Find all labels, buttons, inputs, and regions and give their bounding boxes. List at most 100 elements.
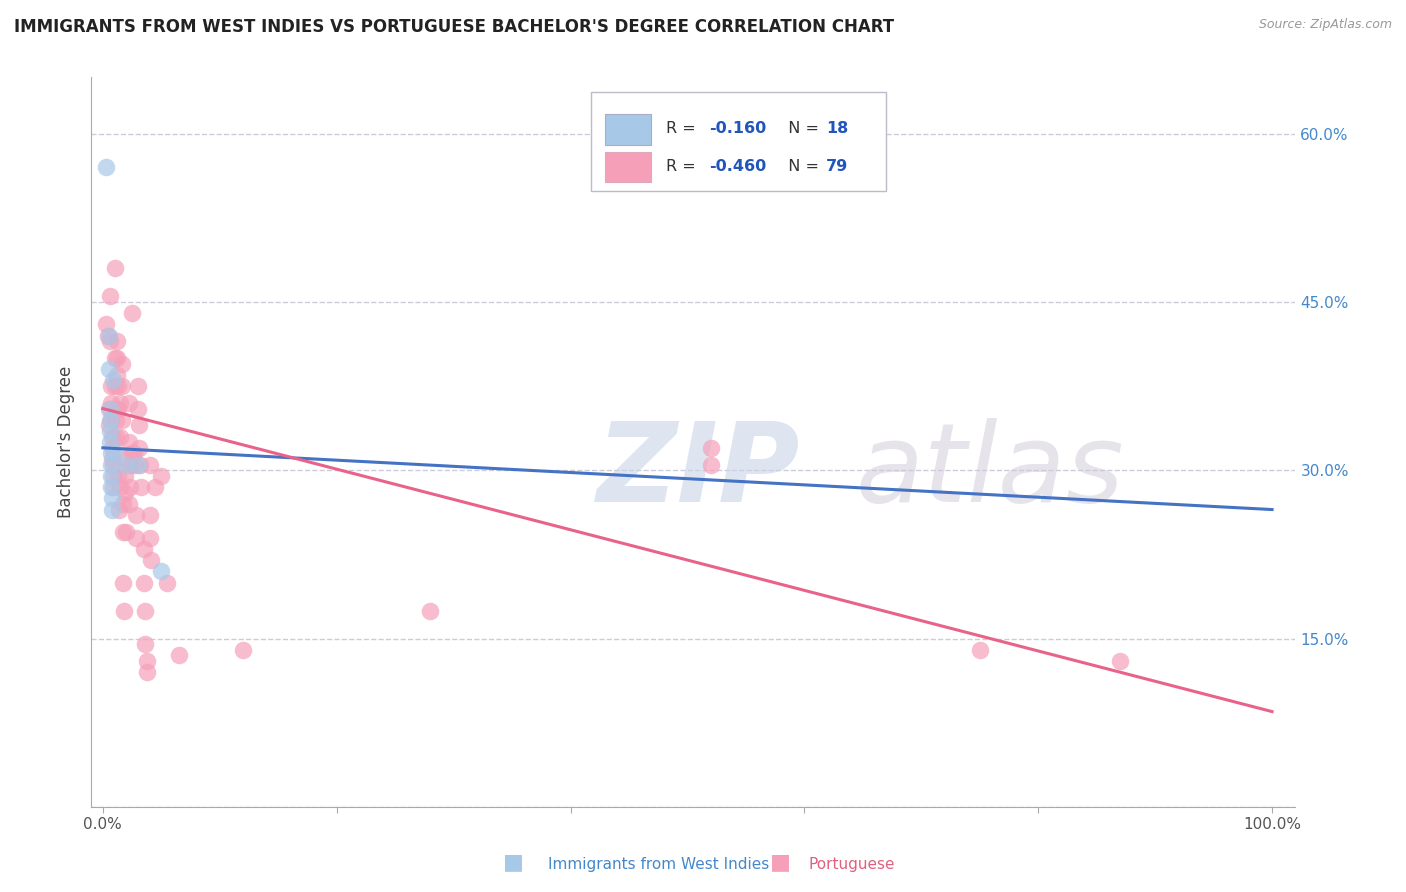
Point (107, 401, 129, 416)
Text: -0.460: -0.460 (709, 159, 766, 174)
Point (132, 575, 155, 590)
Point (103, 351, 125, 365)
Point (132, 541, 155, 556)
Text: ■: ■ (770, 853, 790, 872)
Point (138, 531, 160, 545)
Point (103, 379, 125, 393)
Point (117, 497, 139, 511)
Point (110, 379, 132, 393)
Point (100, 413, 122, 427)
Point (114, 469, 136, 483)
Point (127, 379, 149, 393)
Point (98, 435, 121, 450)
Point (127, 458, 149, 472)
Point (98, 401, 121, 416)
Point (105, 368, 128, 382)
Point (105, 334, 128, 349)
Point (110, 357, 132, 371)
Point (167, 648, 190, 663)
Point (100, 396, 122, 410)
Point (121, 446, 143, 460)
Point (97, 328, 120, 343)
Point (103, 469, 125, 483)
Point (138, 508, 160, 523)
Point (124, 508, 146, 523)
Point (103, 458, 125, 472)
Point (96, 318, 118, 332)
Point (114, 452, 136, 467)
Point (150, 469, 173, 483)
Point (97, 418, 120, 433)
Point (700, 441, 723, 455)
Point (232, 643, 254, 657)
Text: IMMIGRANTS FROM WEST INDIES VS PORTUGUESE BACHELOR'S DEGREE CORRELATION CHART: IMMIGRANTS FROM WEST INDIES VS PORTUGUES… (14, 18, 894, 36)
Point (134, 603, 156, 617)
Point (128, 441, 150, 455)
Point (124, 446, 146, 460)
Point (104, 413, 127, 427)
Point (124, 458, 146, 472)
Point (129, 458, 152, 472)
Point (105, 351, 128, 365)
Point (111, 575, 134, 590)
Point (98, 334, 121, 349)
Point (103, 374, 125, 388)
FancyBboxPatch shape (606, 152, 651, 183)
Point (139, 553, 162, 567)
Point (98, 289, 121, 303)
Point (101, 502, 124, 516)
Point (1109, 654, 1132, 668)
Point (101, 452, 124, 467)
Point (103, 261, 125, 276)
Point (111, 524, 134, 539)
Point (115, 458, 138, 472)
Point (118, 480, 141, 494)
Point (100, 446, 122, 460)
Point (100, 379, 122, 393)
Text: 18: 18 (825, 121, 848, 136)
Text: ZIP: ZIP (598, 417, 800, 524)
Text: N =: N = (778, 159, 824, 174)
Text: 79: 79 (825, 159, 848, 174)
Point (103, 480, 125, 494)
Text: Source: ZipAtlas.com: Source: ZipAtlas.com (1258, 18, 1392, 31)
Point (118, 458, 141, 472)
Point (100, 458, 122, 472)
Point (128, 418, 150, 433)
Point (98, 413, 121, 427)
FancyBboxPatch shape (591, 92, 886, 191)
Point (97, 362, 120, 376)
Point (107, 379, 129, 393)
Point (96, 328, 118, 343)
Point (127, 401, 149, 416)
Point (111, 497, 134, 511)
Point (96, 160, 118, 174)
Text: Immigrants from West Indies: Immigrants from West Indies (548, 857, 769, 872)
Point (110, 413, 132, 427)
Point (110, 429, 132, 443)
Point (100, 469, 122, 483)
Point (117, 396, 139, 410)
Point (419, 603, 441, 617)
Point (101, 441, 124, 455)
Point (97, 401, 120, 416)
Text: atlas: atlas (856, 417, 1125, 524)
Point (114, 485, 136, 500)
Point (115, 524, 138, 539)
Point (101, 429, 124, 443)
Point (136, 665, 159, 680)
Point (107, 469, 129, 483)
Point (121, 306, 143, 320)
Point (150, 564, 173, 578)
Point (134, 637, 156, 651)
Point (103, 446, 125, 460)
Point (108, 502, 131, 516)
FancyBboxPatch shape (606, 114, 651, 145)
Point (136, 654, 159, 668)
Text: R =: R = (665, 159, 700, 174)
Point (124, 531, 146, 545)
Point (138, 458, 160, 472)
Point (104, 429, 127, 443)
Text: Portuguese: Portuguese (808, 857, 896, 872)
Point (131, 480, 153, 494)
